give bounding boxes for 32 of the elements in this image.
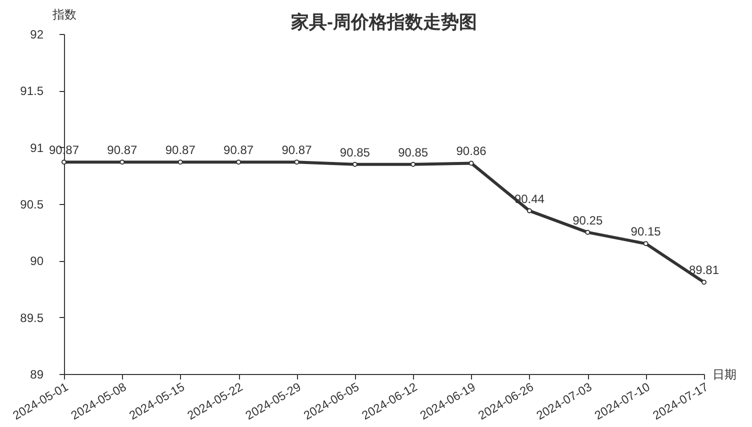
point — [585, 230, 590, 235]
point — [178, 160, 183, 165]
data-label: 90.87 — [282, 143, 312, 158]
point — [643, 241, 648, 246]
y-tick-label: 89.5 — [20, 310, 44, 325]
data-label: 90.85 — [340, 145, 370, 160]
point — [702, 280, 706, 285]
data-label: 90.25 — [572, 213, 603, 228]
y-tick-label: 89 — [30, 368, 44, 382]
point — [62, 160, 66, 165]
data-label: 90.87 — [165, 143, 196, 158]
y-tick-label: 90 — [30, 254, 44, 268]
data-label: 90.15 — [630, 224, 662, 239]
chart-title: 家具-周价格指数走势图 — [290, 12, 477, 32]
point — [236, 160, 242, 165]
data-label: 90.87 — [107, 143, 138, 158]
point — [526, 208, 532, 214]
y-tick-label: 91 — [30, 140, 44, 155]
point — [410, 162, 416, 167]
y-tick-label: 91.5 — [20, 84, 44, 98]
data-label: 90.85 — [398, 145, 428, 160]
data-label: 90.87 — [224, 143, 254, 158]
point — [294, 160, 300, 165]
data-label: 90.86 — [456, 144, 487, 158]
point — [468, 160, 474, 166]
data-label: 89.81 — [688, 263, 720, 278]
x-axis-title: 日期 — [712, 368, 736, 382]
point — [120, 160, 125, 165]
y-tick-label: 90.5 — [20, 198, 44, 212]
point — [352, 162, 358, 167]
y-axis-title: 指数 — [52, 8, 76, 22]
y-tick-label: 92 — [30, 28, 44, 42]
